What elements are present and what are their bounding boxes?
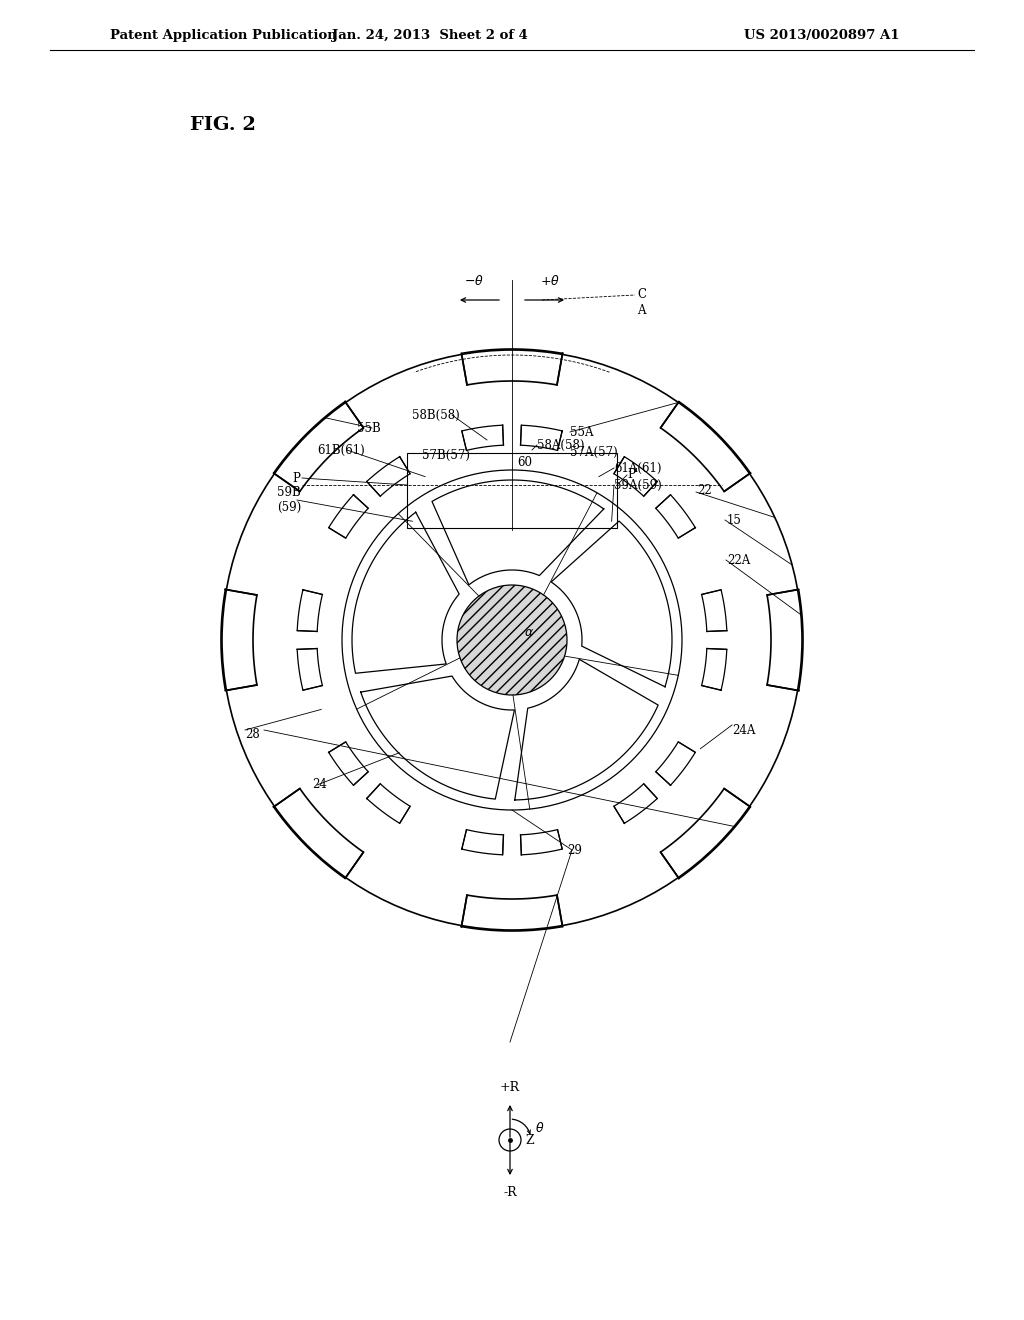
Text: US 2013/0020897 A1: US 2013/0020897 A1: [744, 29, 900, 41]
Circle shape: [457, 585, 567, 696]
Text: 24A: 24A: [732, 723, 756, 737]
Text: 15: 15: [727, 513, 741, 527]
Text: 58B(58): 58B(58): [412, 408, 460, 421]
Text: C: C: [637, 289, 646, 301]
Text: 24: 24: [312, 779, 327, 792]
Text: 28: 28: [245, 729, 260, 742]
Text: 22: 22: [697, 483, 712, 496]
Text: 29: 29: [567, 843, 582, 857]
Text: 57B(57): 57B(57): [422, 449, 470, 462]
Text: 57A(57): 57A(57): [570, 446, 617, 458]
Text: +R: +R: [500, 1081, 520, 1094]
Text: Jan. 24, 2013  Sheet 2 of 4: Jan. 24, 2013 Sheet 2 of 4: [332, 29, 528, 41]
Text: P: P: [292, 471, 300, 484]
Text: 22A: 22A: [727, 553, 751, 566]
Text: Z: Z: [525, 1134, 534, 1147]
Text: 58A(58): 58A(58): [537, 438, 585, 451]
Text: $\theta$: $\theta$: [535, 1121, 544, 1135]
Text: $+\theta$: $+\theta$: [540, 275, 560, 288]
Text: 60: 60: [517, 455, 532, 469]
Text: $\alpha$: $\alpha$: [524, 626, 535, 639]
Text: 55A: 55A: [570, 425, 594, 438]
Text: 61B(61): 61B(61): [317, 444, 365, 457]
Text: Patent Application Publication: Patent Application Publication: [110, 29, 337, 41]
Text: 59A(59): 59A(59): [614, 479, 662, 491]
Bar: [407, 453, 617, 528]
Text: 61A(61): 61A(61): [614, 462, 662, 474]
Text: 59B
(59): 59B (59): [278, 486, 301, 513]
Text: A: A: [637, 304, 645, 317]
Text: $-\theta$: $-\theta$: [464, 275, 484, 288]
Text: FIG. 2: FIG. 2: [190, 116, 256, 135]
Text: P': P': [627, 469, 638, 482]
Text: 55B: 55B: [357, 421, 381, 434]
Text: -R: -R: [503, 1185, 517, 1199]
